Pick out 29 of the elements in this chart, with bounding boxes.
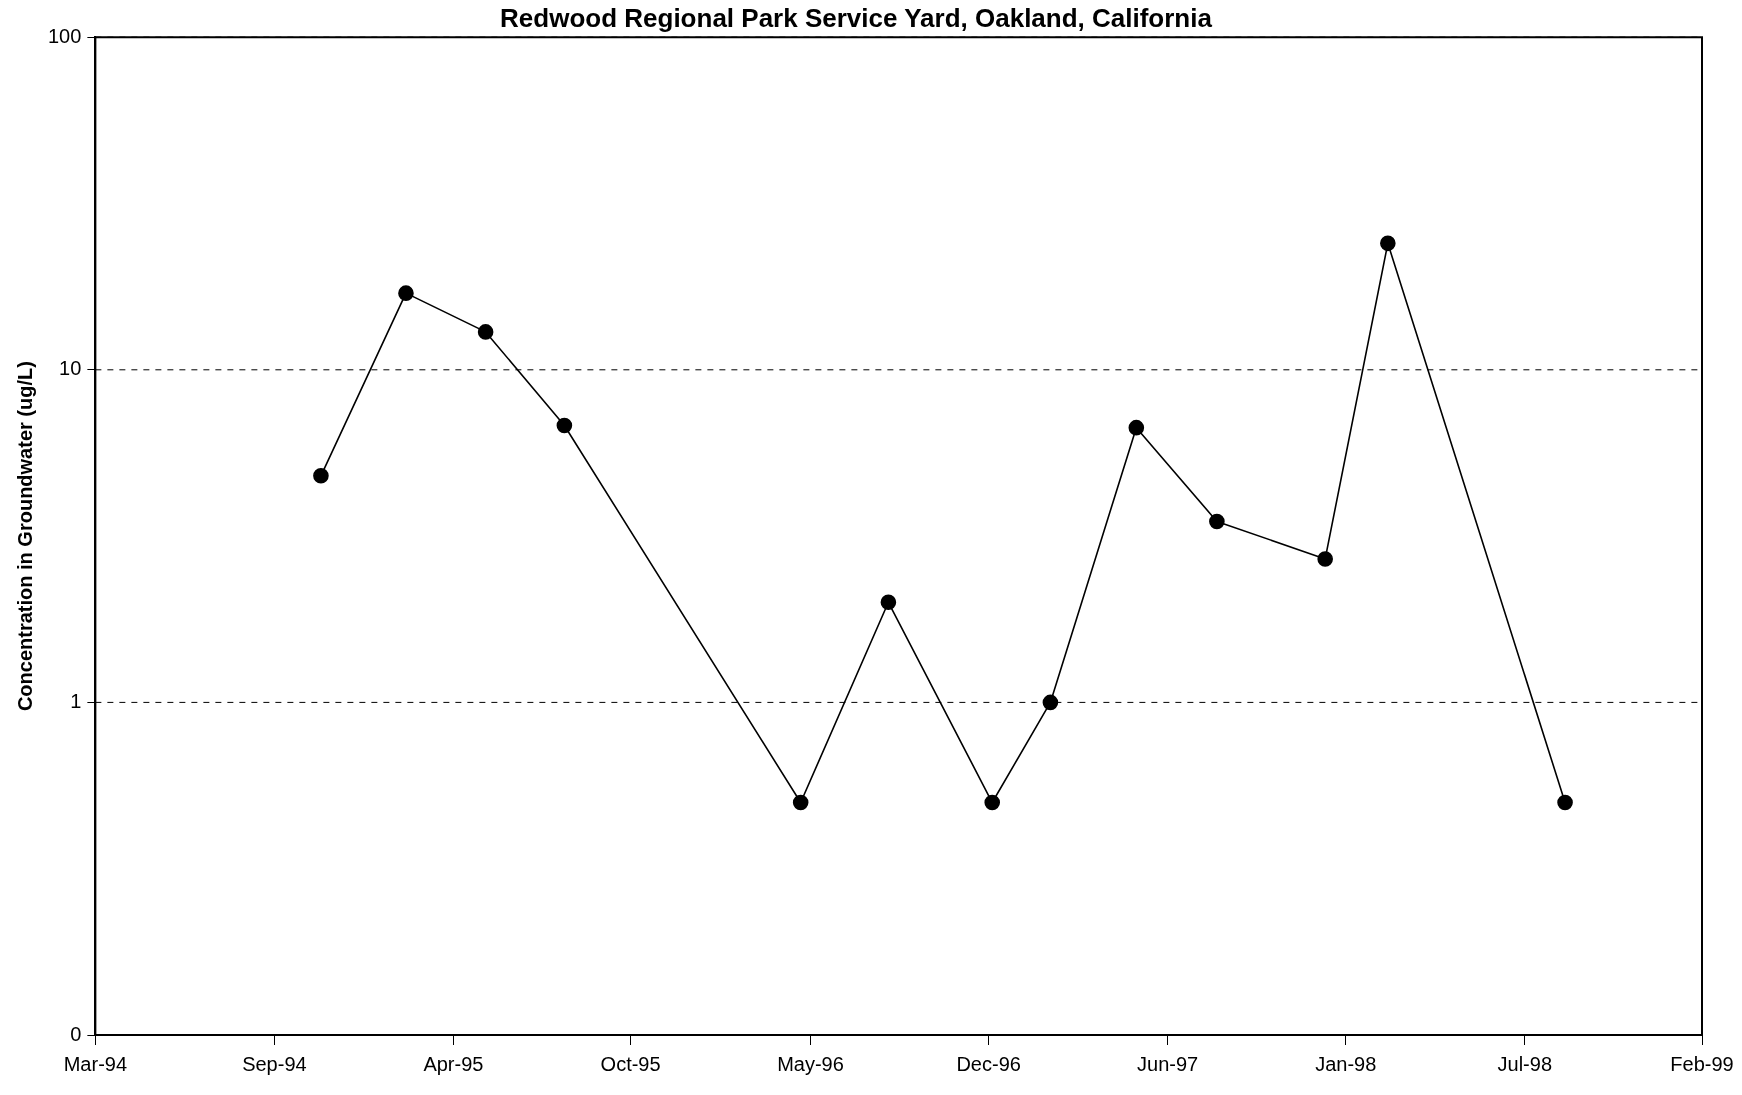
y-tick-label: 100	[47, 24, 82, 47]
y-axis-title: Concentration in Groundwater (ug/L)	[13, 361, 36, 712]
x-tick-label: Oct-95	[600, 1052, 661, 1075]
point	[556, 417, 573, 434]
x-tick-label: Sep-94	[242, 1052, 307, 1075]
x-tick-label: Apr-95	[423, 1052, 484, 1075]
point	[477, 324, 494, 340]
x-tick-label: Jan-98	[1315, 1052, 1377, 1075]
point	[880, 594, 897, 611]
x-tick-label: Jun-97	[1137, 1052, 1199, 1075]
x-tick-label: Mar-94	[63, 1052, 128, 1075]
point	[1557, 794, 1573, 811]
point	[1380, 235, 1396, 252]
x-tick-label: Feb-99	[1670, 1052, 1734, 1075]
x-tick-label: Dec-96	[956, 1052, 1021, 1075]
x-tick-label: Jul-98	[1497, 1052, 1553, 1075]
y-tick-label: 1	[70, 689, 82, 712]
point	[1042, 694, 1059, 711]
point	[398, 285, 414, 301]
point	[792, 794, 809, 811]
point	[1209, 513, 1225, 530]
point	[1128, 419, 1145, 436]
point	[313, 468, 329, 484]
point	[1317, 551, 1333, 567]
chart-title: Redwood Regional Park Service Yard, Oakland, California	[500, 2, 1213, 33]
x-tick-label: May-96	[777, 1052, 844, 1075]
point	[984, 794, 1001, 811]
y-tick-label: 10	[59, 357, 82, 380]
y-tick-label: 0	[70, 1022, 82, 1045]
